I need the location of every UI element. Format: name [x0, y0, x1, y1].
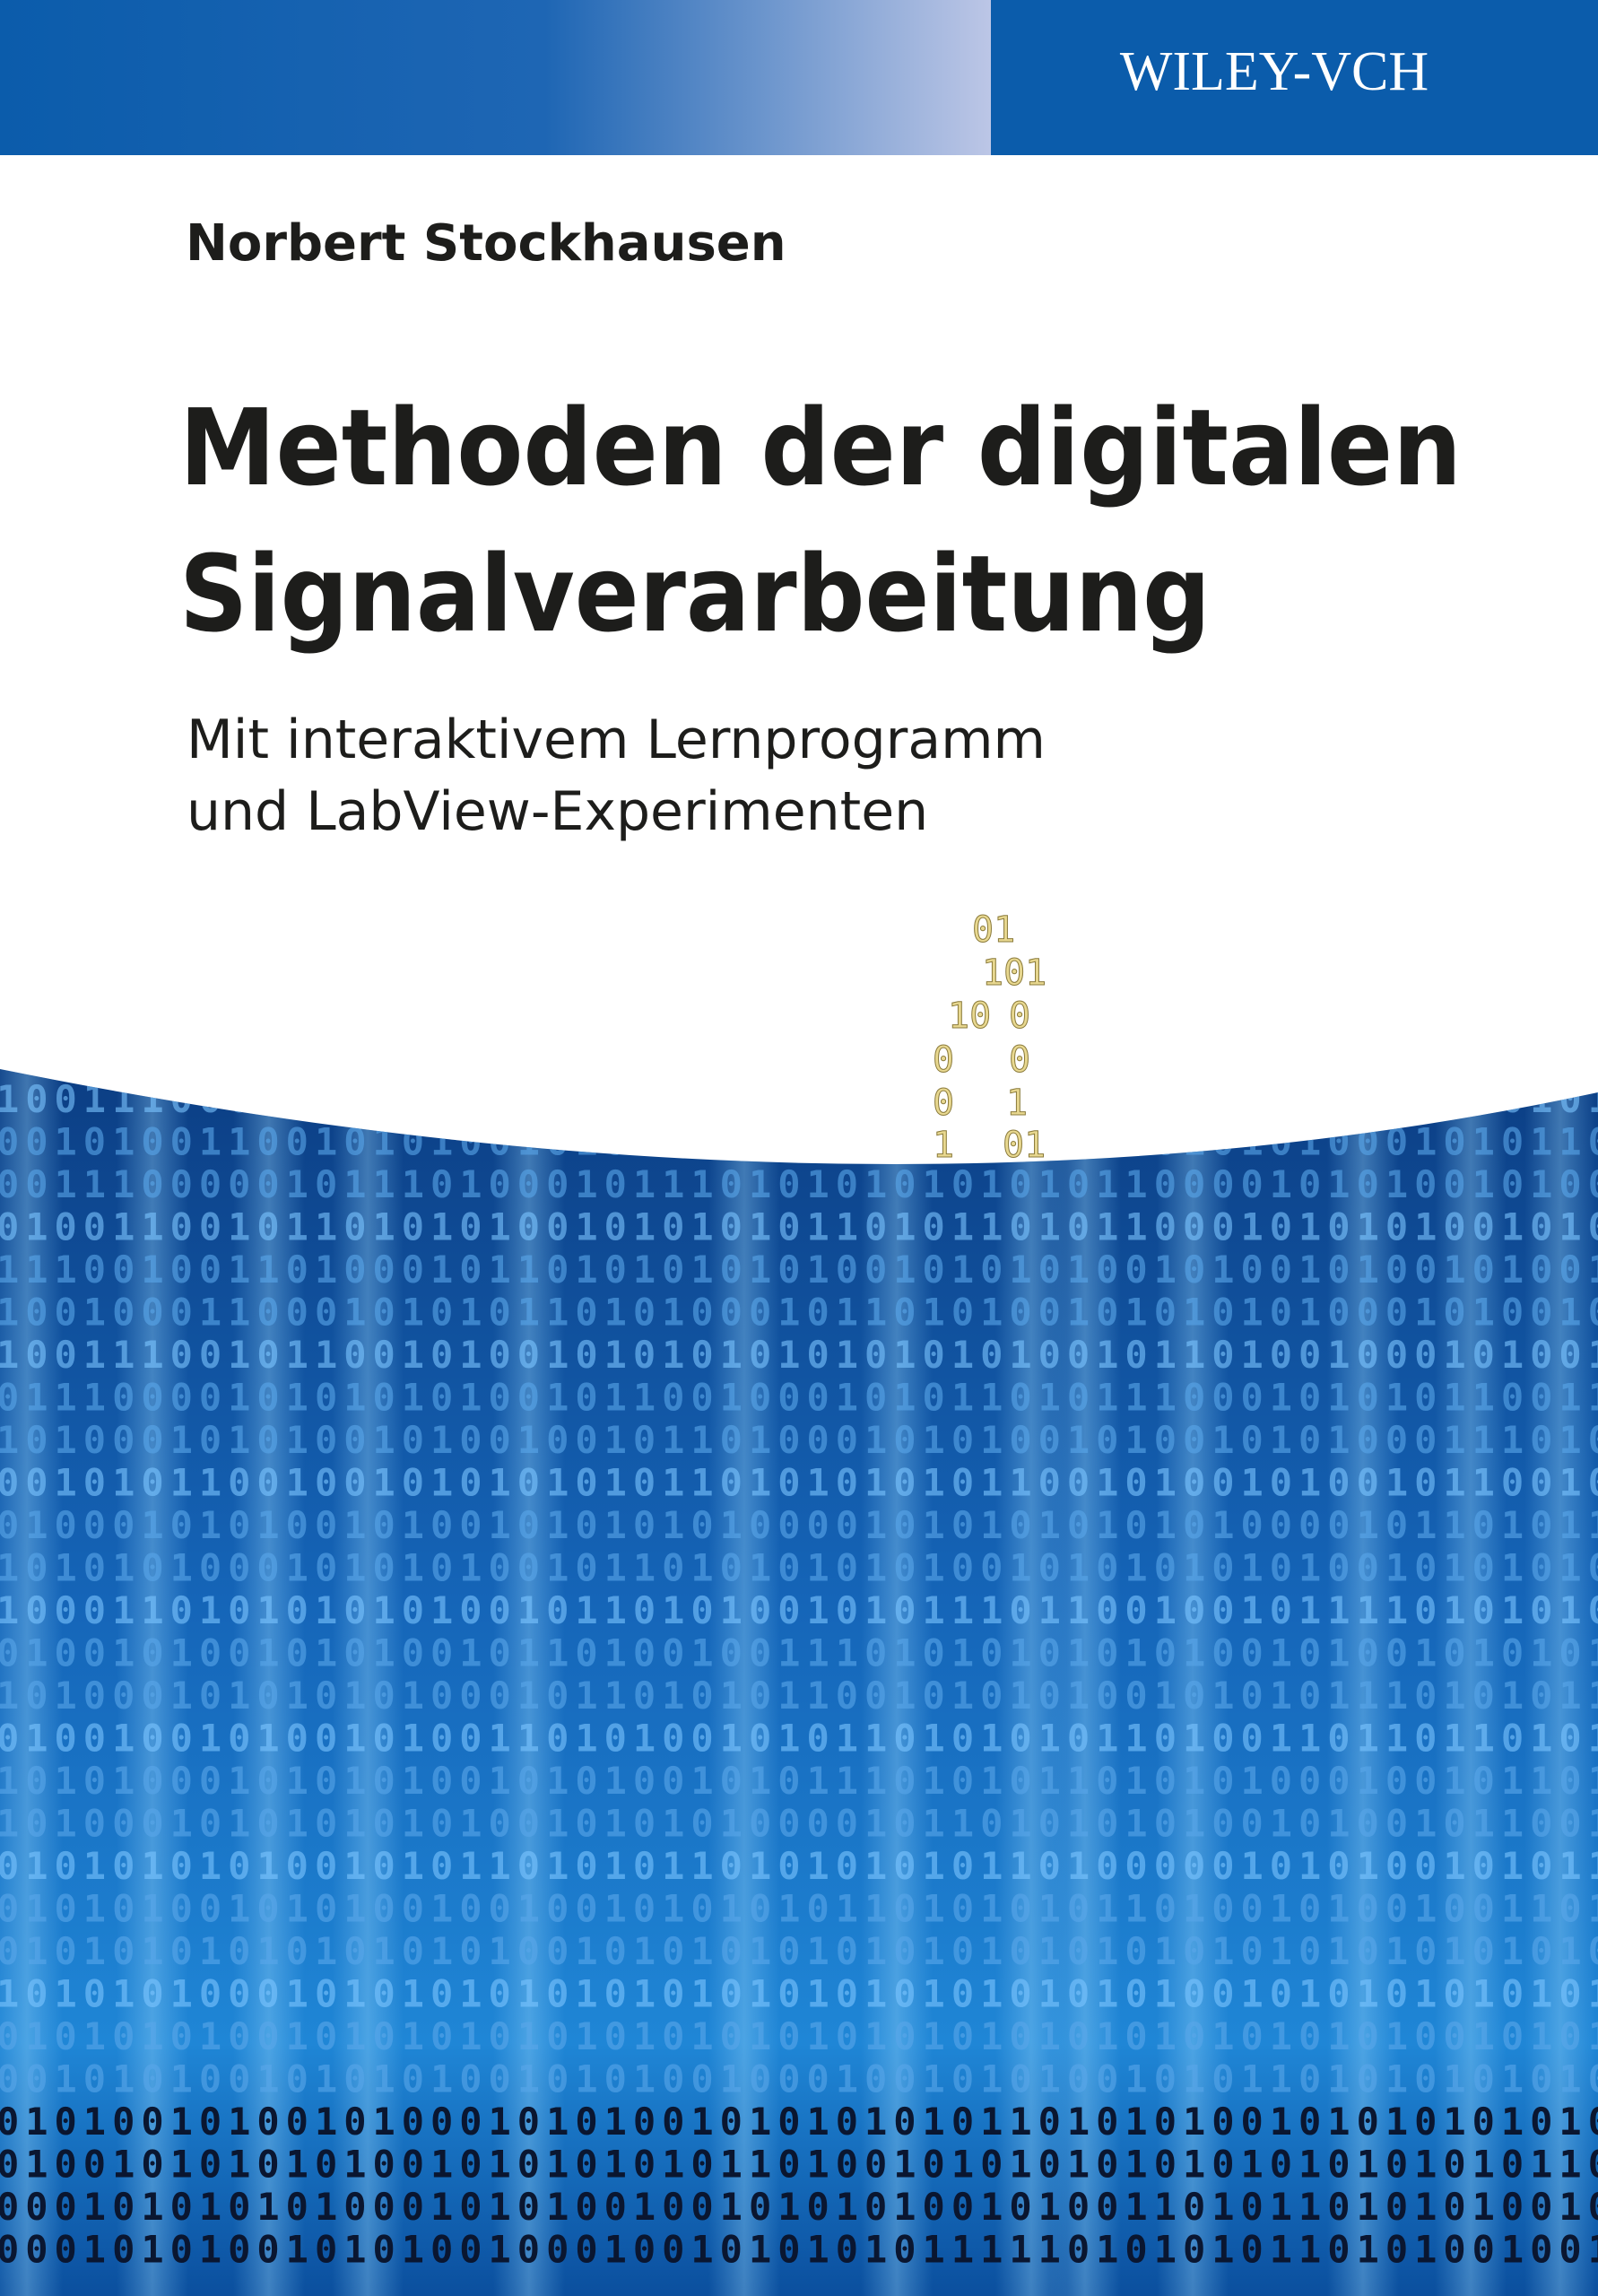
glow-stripe — [1049, 1069, 1121, 2296]
binary-row: 1010001010100101001001011010001010100101… — [0, 1418, 1598, 1462]
binary-row: 0100101001010100101101001001110101010101… — [0, 1631, 1598, 1675]
binary-row: 0010100110010101001010110101101010101001… — [0, 1120, 1598, 1164]
glow-stripe — [1435, 1069, 1507, 2296]
binary-row: 0100101010101001010101010110100101010101… — [0, 2143, 1598, 2187]
binary-digit: 1 — [1006, 1083, 1028, 1124]
binary-row: 1010101000101010100101101010101010010101… — [0, 1546, 1598, 1590]
author: Norbert Stockhausen — [186, 214, 786, 273]
binary-row: 0101010100101010101010101010101010101010… — [0, 2014, 1598, 2058]
binary-row: 0011100000101110100010111010101010101011… — [0, 1162, 1598, 1206]
title-line: Methoden der digitalen — [179, 386, 1462, 509]
binary-row: 0101001010010100010101001010101010110101… — [0, 2100, 1598, 2144]
binary-digit: 01 — [972, 909, 1015, 951]
binary-digit: 0 — [1009, 1039, 1030, 1081]
binary-row: 0101010010101001001001010101011010101011… — [0, 1887, 1598, 1931]
binary-digit: 101 — [982, 952, 1047, 994]
glow-stripe — [332, 1069, 404, 2296]
binary-digit: 10 — [948, 996, 991, 1037]
binary-row: 0001010101010001010100100101010100101001… — [0, 2185, 1598, 2229]
binary-row: 0001010100101010010001001010101011111010… — [0, 2228, 1598, 2272]
subtitle: Mit interaktivem Lernprogramm und LabView… — [187, 709, 1046, 843]
binary-row: 0100010101001010010101010100001010101010… — [0, 1503, 1598, 1547]
binary-row: 0101010101010101010010101010101010101010… — [0, 1929, 1598, 1973]
binary-digit: 1 — [933, 1125, 954, 1166]
binary-row: 0010101100100101010101011010101010110010… — [0, 1461, 1598, 1505]
binary-row: 1000110101010101001011010100101011101100… — [0, 1588, 1598, 1632]
binary-digit: 0 — [933, 1039, 954, 1081]
binary-row: 1001110001101101001010110101001010101101… — [0, 1077, 1598, 1121]
publisher: WILEY-VCH — [1120, 41, 1429, 102]
binary-row: 1010001010101010100101010100001011010101… — [0, 1802, 1598, 1846]
glow-stripes — [0, 1069, 1596, 2296]
binary-row: 0100110010110101010010101010110101101011… — [0, 1205, 1598, 1249]
title: Methoden der digitalen Signalverarbeitung — [179, 386, 1462, 656]
glow-stripe — [861, 1069, 933, 2296]
header-block — [991, 0, 1598, 155]
glow-stripe — [493, 1069, 565, 2296]
glow-stripe — [117, 1069, 188, 2296]
glow-stripe — [1157, 1069, 1229, 2296]
binary-row: 0111000010101010100101100100010101101011… — [0, 1376, 1598, 1420]
glow-stripe — [1524, 1069, 1596, 2296]
title-line: Signalverarbeitung — [179, 532, 1211, 656]
binary-row: 1110010011010001011010101010100101010100… — [0, 1248, 1598, 1292]
subtitle-line: Mit interaktivem Lernprogramm — [187, 709, 1046, 771]
cover-art: 1001110001101101001010110101001010101101… — [0, 1069, 1598, 2296]
glow-stripe — [0, 1069, 63, 2296]
binary-row: 1010001010101010001011010101100101010100… — [0, 1674, 1598, 1718]
glow-stripe — [233, 1069, 305, 2296]
subtitle-line: und LabView-Experimenten — [187, 780, 928, 843]
glow-stripe — [708, 1069, 780, 2296]
binary-row: 0100100101001010011010100101011010101011… — [0, 1717, 1598, 1761]
binary-digit: 01 — [1003, 1125, 1046, 1166]
header-gradient — [0, 0, 991, 155]
binary-row: 0101010101001010110101011010101010110100… — [0, 1844, 1598, 1888]
binary-row: 0010101001010101001010100100010010101001… — [0, 2057, 1598, 2101]
glow-stripe — [1327, 1069, 1399, 2296]
binary-digit: 0 — [1009, 996, 1030, 1037]
binary-row: 1010100010101010010101001010111010101101… — [0, 1759, 1598, 1803]
binary-digit: 0 — [933, 1083, 954, 1124]
binary-row: 1001110010110010100101010101010101010010… — [0, 1333, 1598, 1377]
binary-rows: 1001110001101101001010110101001010101101… — [0, 1077, 1598, 2272]
binary-row: 1001000110001010101101010001011010100101… — [0, 1291, 1598, 1335]
binary-row: 1010101000101010101010101010101010101010… — [0, 1972, 1598, 2016]
binary-column: 0110110 00 00 11 01 — [933, 909, 1047, 1167]
